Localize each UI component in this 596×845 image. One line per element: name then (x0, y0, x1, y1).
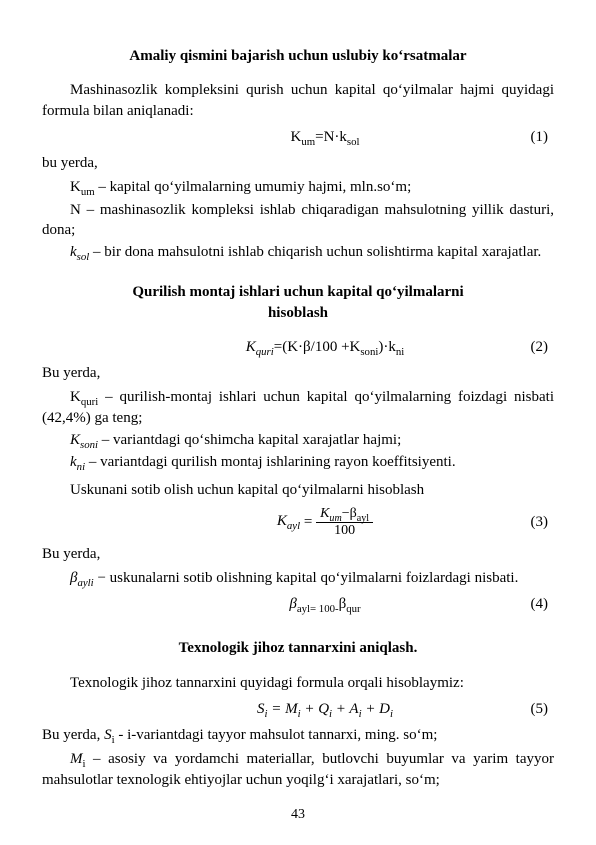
equation-5-number: (5) (488, 699, 554, 719)
definition-ksoni: Ksoni – variantdagi qo‘shimcha kapital x… (42, 430, 554, 450)
definition-ksol: ksol – bir dona mahsulotni ishlab chiqar… (42, 242, 554, 262)
equation-5-body: Si = Mi + Qi + Ai + Di (162, 699, 488, 719)
definition-si: Bu yerda, Si - i-variantdagi tayyor mahs… (42, 725, 554, 745)
section-heading-3: Texnologik jihoz tannarxini aniqlash. (42, 638, 554, 658)
equation-2: Kquri=(K·β/100 +Ksoni)·kni (2) (42, 337, 554, 357)
definition-mi: Mi – asosiy va yordamchi materiallar, bu… (42, 749, 554, 790)
definition-kni: kni – variantdagi qurilish montaj ishlar… (42, 452, 554, 472)
definition-kquri: Kquri – qurilish-montaj ishlari uchun ka… (42, 387, 554, 428)
equation-3-number: (3) (488, 512, 554, 532)
equation-1: Kum=N·ksol (1) (42, 127, 554, 147)
page-number: 43 (42, 806, 554, 825)
equation-3-body: Kayl = Kum−βayl 100 (162, 507, 488, 538)
equation-4-body: βayl= 100-βqur (162, 594, 488, 614)
paragraph-texnologik: Texnologik jihoz tannarxini quyidagi for… (42, 673, 554, 693)
where-label-1: bu yerda, (42, 153, 554, 173)
definition-n: N – mashinasozlik kompleksi ishlab chiqa… (42, 200, 554, 241)
equation-1-body: Kum=N·ksol (162, 127, 488, 147)
definition-kum: Kum – kapital qo‘yilmalarning umumiy haj… (42, 177, 554, 197)
definition-bayli: βayli − uskunalarni sotib olishning kapi… (42, 568, 554, 588)
equation-4-number: (4) (488, 594, 554, 614)
section-heading-2: Qurilish montaj ishlari uchun kapital qo… (42, 282, 554, 323)
paragraph-uskunani: Uskunani sotib olish uchun kapital qo‘yi… (42, 480, 554, 500)
equation-5: Si = Mi + Qi + Ai + Di (5) (42, 699, 554, 719)
equation-4: βayl= 100-βqur (4) (42, 594, 554, 614)
equation-2-number: (2) (488, 337, 554, 357)
where-label-3: Bu yerda, (42, 544, 554, 564)
paragraph-intro-1: Mashinasozlik kompleksini qurish uchun k… (42, 80, 554, 121)
equation-1-number: (1) (488, 127, 554, 147)
equation-3: Kayl = Kum−βayl 100 (3) (42, 507, 554, 538)
section-heading-1: Amaliy qismini bajarish uchun uslubiy ko… (42, 46, 554, 66)
where-label-2: Bu yerda, (42, 363, 554, 383)
equation-2-body: Kquri=(K·β/100 +Ksoni)·kni (162, 337, 488, 357)
